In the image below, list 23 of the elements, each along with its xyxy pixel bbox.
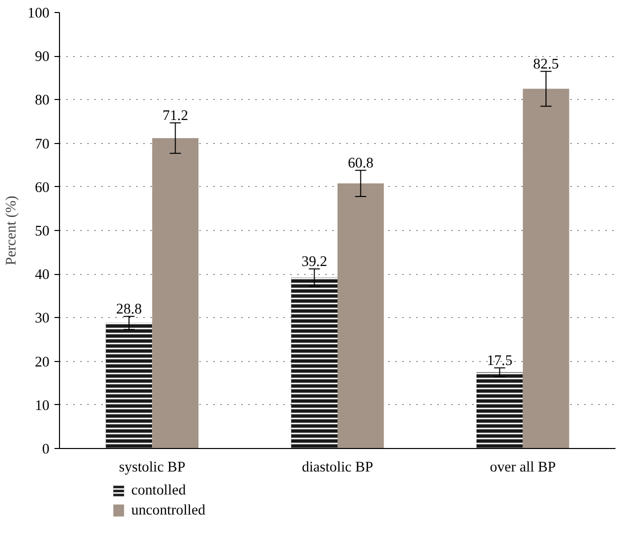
y-tick-label: 10 — [34, 398, 50, 414]
data-label: 39.2 — [302, 254, 328, 270]
y-tick-label: 100 — [28, 6, 50, 22]
y-axis-title: Percent (%) — [4, 196, 20, 266]
y-tick-label: 30 — [34, 310, 50, 327]
x-tick-label: over all BP — [490, 460, 556, 476]
data-label: 60.8 — [348, 155, 374, 172]
y-tick-label: 60 — [34, 180, 50, 196]
data-label: 82.5 — [533, 56, 559, 72]
y-tick-label: 0 — [42, 442, 50, 458]
data-label: 28.8 — [116, 301, 142, 318]
x-tick-label: systolic BP — [118, 460, 186, 476]
y-tick-label: 70 — [34, 136, 50, 152]
data-label: 17.5 — [486, 352, 512, 369]
data-label: 71.2 — [162, 108, 188, 124]
legend-label: contolled — [131, 482, 186, 498]
legend-label: uncontrolled — [131, 502, 206, 518]
y-tick-label: 90 — [34, 49, 50, 66]
y-tick-label: 80 — [34, 92, 50, 109]
y-tick-label: 40 — [34, 267, 50, 284]
x-tick-label: diastolic BP — [302, 460, 374, 476]
y-tick-label: 50 — [34, 224, 50, 240]
y-tick-label: 20 — [34, 354, 50, 370]
